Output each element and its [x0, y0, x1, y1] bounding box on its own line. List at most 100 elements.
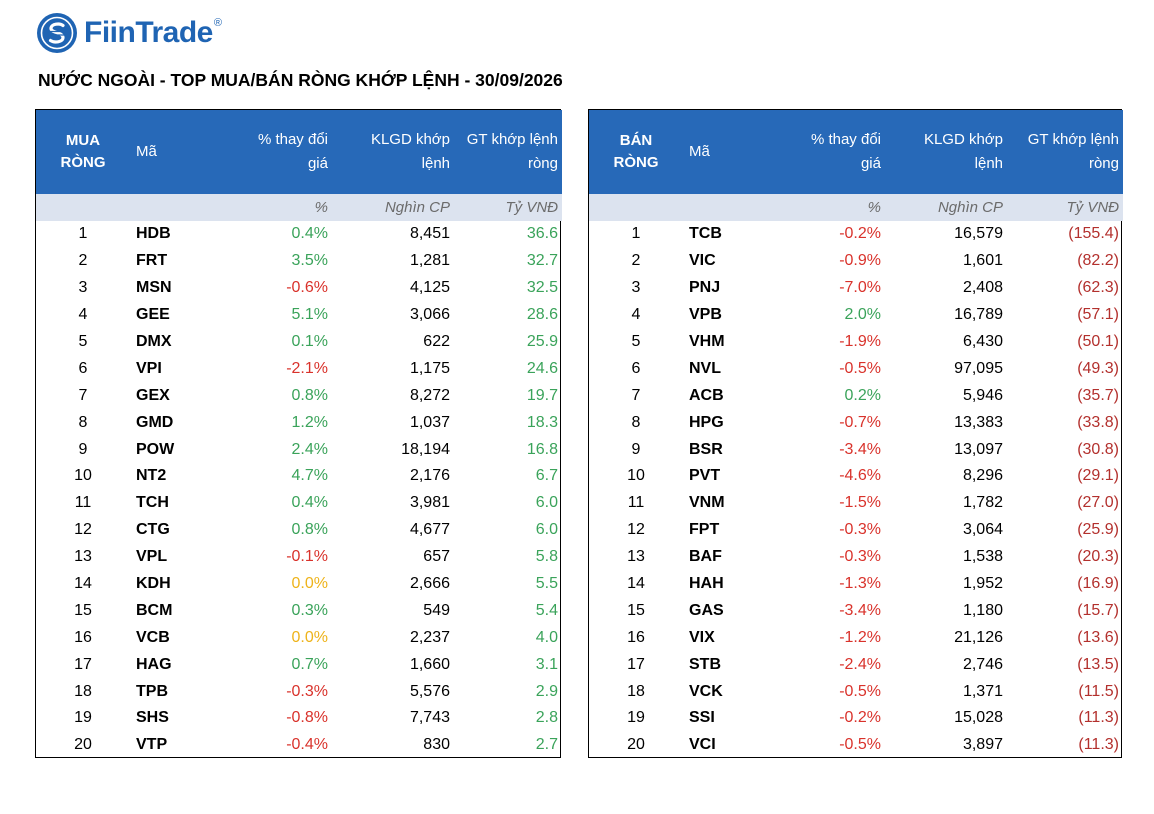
table-row[interactable]: 7 GEX 0.8% 8,272 19.7	[36, 382, 562, 409]
table-row[interactable]: 20 VCI -0.5% 3,897 (11.3)	[589, 732, 1123, 759]
stock-code-cell: MSN	[136, 279, 172, 297]
volume-header: KLGD khớp lệnh	[332, 110, 454, 194]
table-row[interactable]: 16 VCB 0.0% 2,237 4.0	[36, 624, 562, 651]
volume-cell: 3,897	[962, 736, 1003, 754]
table-row[interactable]: 12 CTG 0.8% 4,677 6.0	[36, 517, 562, 544]
table-row[interactable]: 3 MSN -0.6% 4,125 32.5	[36, 275, 562, 302]
volume-cell: 8,272	[409, 386, 450, 404]
stock-code-cell: BAF	[689, 548, 722, 566]
stock-code-cell: VPL	[136, 548, 168, 566]
price-change-cell: -0.3%	[839, 548, 881, 566]
rank-cell: 4	[631, 306, 641, 324]
stock-code-cell: SSI	[689, 709, 715, 727]
stock-code-cell: BSR	[689, 440, 723, 458]
table-row[interactable]: 7 ACB 0.2% 5,946 (35.7)	[589, 382, 1123, 409]
table-row[interactable]: 2 VIC -0.9% 1,601 (82.2)	[589, 248, 1123, 275]
price-change-header: % thay đổi giá	[216, 110, 332, 194]
table-row[interactable]: 1 HDB 0.4% 8,451 36.6	[36, 221, 562, 248]
rank-cell: 11	[74, 494, 92, 512]
table-row[interactable]: 6 NVL -0.5% 97,095 (49.3)	[589, 355, 1123, 382]
price-change-cell: -1.9%	[839, 333, 881, 350]
volume-header-line2: lệnh	[421, 155, 450, 172]
net-value-cell: 32.5	[526, 279, 558, 297]
rank-header-line1: MUA	[65, 132, 101, 149]
rank-cell: 5	[631, 333, 641, 350]
rank-cell: 15	[74, 601, 92, 619]
table-row[interactable]: 9 POW 2.4% 18,194 16.8	[36, 436, 562, 463]
price-change-cell: -0.2%	[839, 709, 881, 727]
volume-cell: 2,746	[962, 655, 1003, 673]
net-value-cell: (20.3)	[1077, 548, 1119, 566]
table-row[interactable]: 14 KDH 0.0% 2,666 5.5	[36, 571, 562, 598]
price-change-header-line2: giá	[307, 155, 328, 172]
table-row[interactable]: 12 FPT -0.3% 3,064 (25.9)	[589, 517, 1123, 544]
volume-cell: 1,538	[962, 548, 1003, 566]
net-value-cell: 16.8	[526, 440, 558, 458]
table-row[interactable]: 9 BSR -3.4% 13,097 (30.8)	[589, 436, 1123, 463]
units-spacer	[36, 194, 130, 221]
table-row[interactable]: 5 DMX 0.1% 622 25.9	[36, 329, 562, 356]
table-row[interactable]: 17 STB -2.4% 2,746 (13.5)	[589, 651, 1123, 678]
volume-cell: 13,097	[954, 440, 1003, 458]
table-row[interactable]: 17 HAG 0.7% 1,660 3.1	[36, 651, 562, 678]
volume-cell: 8,296	[962, 467, 1003, 485]
stock-code-cell: POW	[136, 440, 175, 458]
table-row[interactable]: 15 BCM 0.3% 549 5.4	[36, 597, 562, 624]
price-change-header-line2: giá	[860, 155, 881, 172]
stock-code-cell: FRT	[136, 252, 168, 270]
price-change-cell: -1.3%	[839, 575, 881, 593]
table-row[interactable]: 15 GAS -3.4% 1,180 (15.7)	[589, 597, 1123, 624]
table-row[interactable]: 13 VPL -0.1% 657 5.8	[36, 544, 562, 571]
table-row[interactable]: 2 FRT 3.5% 1,281 32.7	[36, 248, 562, 275]
table-row[interactable]: 19 SSI -0.2% 15,028 (11.3)	[589, 705, 1123, 732]
rank-cell: 2	[631, 252, 641, 270]
table-row[interactable]: 10 NT2 4.7% 2,176 6.7	[36, 463, 562, 490]
table-row[interactable]: 11 VNM -1.5% 1,782 (27.0)	[589, 490, 1123, 517]
table-row[interactable]: 13 BAF -0.3% 1,538 (20.3)	[589, 544, 1123, 571]
table-row[interactable]: 14 HAH -1.3% 1,952 (16.9)	[589, 571, 1123, 598]
net-value-cell: 32.7	[526, 252, 558, 270]
table-row[interactable]: 3 PNJ -7.0% 2,408 (62.3)	[589, 275, 1123, 302]
rank-cell: 9	[78, 440, 88, 458]
table-row[interactable]: 1 TCB -0.2% 16,579 (155.4)	[589, 221, 1123, 248]
net-value-cell: 5.5	[535, 575, 558, 593]
price-change-cell: 0.7%	[291, 655, 328, 673]
rank-cell: 12	[627, 521, 645, 539]
table-row[interactable]: 16 VIX -1.2% 21,126 (13.6)	[589, 624, 1123, 651]
volume-cell: 8,451	[409, 225, 450, 243]
table-row[interactable]: 8 GMD 1.2% 1,037 18.3	[36, 409, 562, 436]
table-row[interactable]: 11 TCH 0.4% 3,981 6.0	[36, 490, 562, 517]
table-row[interactable]: 10 PVT -4.6% 8,296 (29.1)	[589, 463, 1123, 490]
net-value-unit: Tỷ VNĐ	[1007, 194, 1123, 221]
table-row[interactable]: 5 VHM -1.9% 6,430 (50.1)	[589, 329, 1123, 356]
price-change-header-line1: % thay đổi	[810, 131, 881, 148]
rank-cell: 4	[78, 306, 88, 324]
net-value-cell: (155.4)	[1068, 225, 1119, 243]
price-change-cell: -0.1%	[286, 548, 328, 566]
net-value-cell: (57.1)	[1077, 306, 1119, 324]
table-row[interactable]: 4 VPB 2.0% 16,789 (57.1)	[589, 302, 1123, 329]
net-sell-rows: 1 TCB -0.2% 16,579 (155.4) 2 VIC -0.9% 1,601 (82.…	[589, 221, 1123, 759]
fiintrade-logo-icon	[37, 13, 77, 53]
volume-unit: Nghìn CP	[332, 194, 454, 221]
table-row[interactable]: 18 VCK -0.5% 1,371 (11.5)	[589, 678, 1123, 705]
stock-code-cell: PVT	[689, 467, 721, 485]
rank-cell: 17	[74, 655, 92, 673]
net-value-cell: 6.0	[535, 494, 558, 512]
table-row[interactable]: 6 VPI -2.1% 1,175 24.6	[36, 355, 562, 382]
price-change-cell: -3.4%	[839, 440, 881, 458]
table-row[interactable]: 19 SHS -0.8% 7,743 2.8	[36, 705, 562, 732]
volume-cell: 2,666	[409, 575, 450, 593]
table-row[interactable]: 8 HPG -0.7% 13,383 (33.8)	[589, 409, 1123, 436]
rank-cell: 17	[627, 655, 645, 673]
table-row[interactable]: 18 TPB -0.3% 5,576 2.9	[36, 678, 562, 705]
price-change-cell: -0.4%	[286, 736, 328, 754]
price-change-cell: 0.8%	[291, 521, 328, 539]
table-row[interactable]: 20 VTP -0.4% 830 2.7	[36, 732, 562, 759]
stock-code-cell: GEE	[136, 306, 170, 324]
net-value-cell: (25.9)	[1077, 521, 1119, 539]
stock-code-cell: VCB	[136, 628, 170, 646]
table-row[interactable]: 4 GEE 5.1% 3,066 28.6	[36, 302, 562, 329]
stock-code-cell: TCB	[689, 225, 722, 243]
volume-header: KLGD khớp lệnh	[885, 110, 1007, 194]
